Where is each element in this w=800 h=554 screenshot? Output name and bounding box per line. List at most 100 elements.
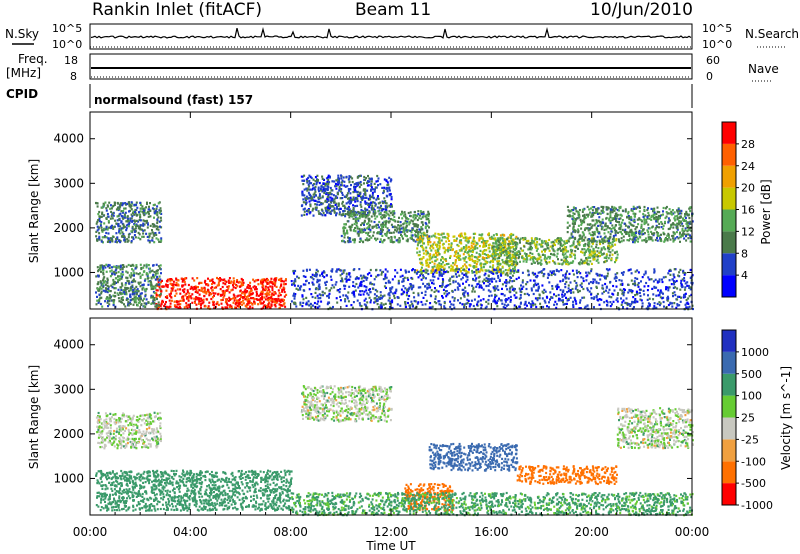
data-cell [414,300,417,303]
data-cell [120,292,123,295]
data-cell [387,213,390,216]
data-cell [512,250,515,253]
data-cell [219,288,222,291]
data-cell [371,191,374,194]
data-cell [357,234,360,237]
data-cell [241,279,244,282]
data-cell [341,239,344,242]
data-cell [96,229,99,232]
data-cell [643,285,646,288]
data-cell [283,283,286,286]
data-cell [500,251,503,254]
data-cell [480,236,483,239]
data-cell [597,282,600,285]
data-cell [535,246,538,249]
data-cell [194,298,197,301]
data-cell [633,237,636,240]
data-cell [356,227,359,230]
data-cell [606,239,609,243]
data-cell [340,183,342,187]
data-cell [99,224,102,227]
data-cell [327,194,330,197]
data-cell [100,270,102,273]
data-cell [322,294,324,297]
data-cell [123,289,126,292]
data-cell [385,219,388,223]
data-cell [149,224,152,227]
data-cell [102,271,105,275]
data-cell [478,259,481,262]
data-cell [416,251,419,254]
data-cell [141,273,144,276]
data-cell [525,287,528,291]
data-cell [642,232,645,236]
data-cell [239,285,242,288]
data-cell [482,245,485,248]
data-cell [519,241,521,244]
data-cell [358,227,361,230]
data-cell [488,294,491,298]
data-cell [251,293,254,296]
data-cell [493,257,496,260]
data-cell [280,304,283,307]
data-cell [373,214,376,217]
data-cell [489,265,492,268]
data-cell [524,236,527,240]
data-cell [442,261,444,264]
data-cell [248,294,251,297]
data-cell [468,258,471,261]
data-cell [554,239,557,242]
data-cell [614,224,617,227]
data-cell [382,189,385,192]
data-cell [117,214,120,217]
data-cell [664,220,666,223]
data-cell [170,299,173,302]
data-cell [631,224,634,227]
data-cell [402,223,405,226]
data-cell [193,287,196,290]
data-cell [504,246,507,249]
data-cell [565,249,568,252]
data-cell [257,278,260,282]
data-cell [126,240,129,243]
data-cell [252,297,255,300]
data-cell [166,278,169,281]
data-cell [350,184,352,187]
data-cell [213,304,215,307]
data-cell [575,217,578,221]
data-cell [572,273,575,276]
data-cell [100,264,103,267]
data-cell [527,248,530,251]
data-cell [417,276,420,279]
data-cell [138,213,141,216]
data-cell [297,276,300,280]
data-cell [647,211,650,215]
data-cell [434,255,437,259]
data-cell [581,231,584,234]
data-cell [655,216,658,219]
data-cell [314,188,317,191]
data-cell [390,178,393,181]
data-cell [127,280,130,283]
data-cell [220,278,223,281]
data-cell [658,222,661,225]
data-cell [400,293,403,296]
data-cell [133,229,136,232]
data-cell [122,226,125,229]
data-cell [566,261,569,264]
data-cell [574,257,577,260]
data-cell [186,289,189,292]
data-cell [515,247,518,250]
data-cell [115,277,118,280]
data-cell [581,239,584,242]
data-cell [592,254,595,257]
data-cell [583,259,586,262]
data-cell [557,286,560,289]
data-cell [677,207,680,210]
data-cell [460,242,463,245]
data-cell [341,278,344,281]
data-cell [215,286,218,289]
data-cell [654,238,657,242]
data-cell [401,212,404,215]
data-cell [122,217,125,220]
